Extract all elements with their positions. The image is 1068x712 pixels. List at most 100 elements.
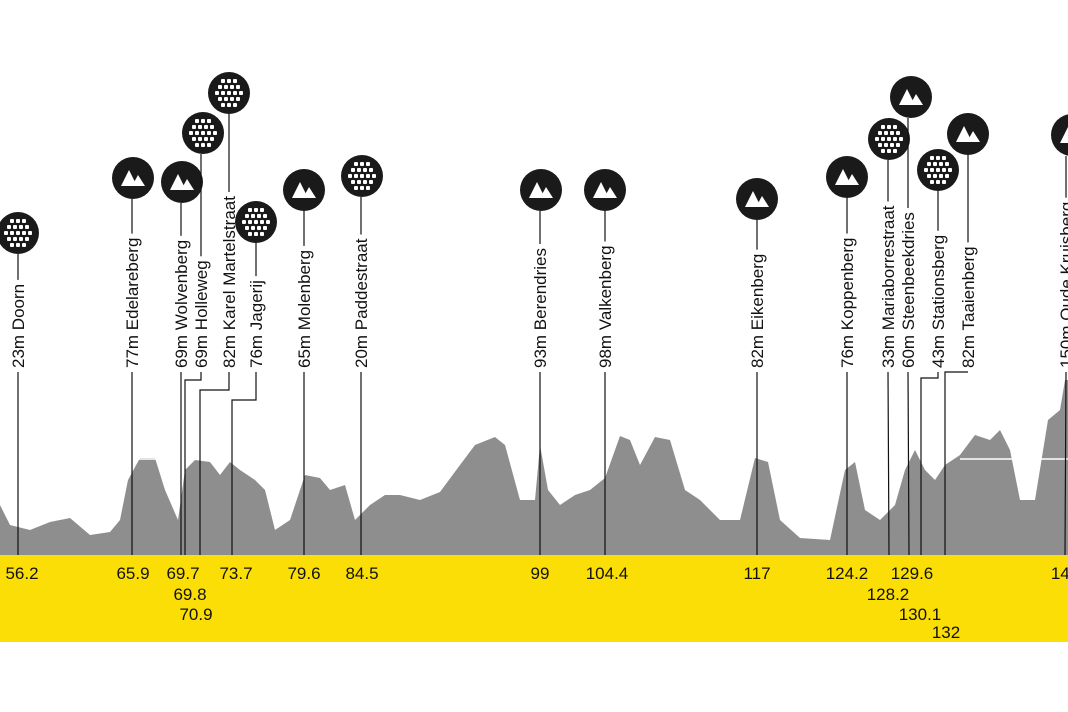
leader-line	[1064, 371, 1067, 556]
icon-glyph	[10, 231, 14, 235]
climb-label: 65m Molenberg	[295, 250, 314, 368]
icon-glyph	[896, 143, 900, 147]
icon-glyph	[354, 174, 358, 178]
icon-glyph	[360, 162, 364, 166]
icon-glyph	[939, 162, 943, 166]
icon-glyph	[233, 91, 237, 95]
icon-glyph	[207, 143, 211, 147]
km-label: 70.9	[179, 605, 212, 624]
km-label: 117	[743, 564, 770, 583]
climb-label: 60m Steenbeekdries	[899, 212, 918, 368]
icon-glyph	[25, 237, 29, 241]
icon-glyph	[372, 174, 376, 178]
sector-icon	[947, 113, 989, 155]
sector-icon	[826, 156, 868, 198]
km-label: 128.2	[867, 585, 910, 604]
km-label: 130.1	[899, 605, 942, 624]
sector-icon	[917, 149, 959, 191]
icon-glyph	[936, 156, 940, 160]
icon-glyph	[1060, 127, 1068, 143]
icon-glyph	[893, 137, 897, 141]
icon-glyph	[132, 175, 145, 186]
icon-glyph	[360, 174, 364, 178]
km-label: 69.8	[173, 585, 206, 604]
icon-glyph	[930, 168, 934, 172]
icon-glyph	[893, 125, 897, 129]
climb-label: 98m Valkenberg	[596, 245, 615, 368]
sector-icon	[182, 112, 224, 154]
km-label: 73.7	[219, 564, 252, 583]
climb-label: 150m Oude Kruisberg	[1057, 202, 1068, 368]
icon-glyph	[956, 126, 972, 142]
icon-glyph	[242, 220, 246, 224]
icon-glyph	[263, 214, 267, 218]
icon-glyph	[369, 180, 373, 184]
climb-label: 76m Jagerij	[247, 280, 266, 368]
icon-glyph	[930, 156, 934, 160]
icon-glyph	[233, 79, 237, 83]
icon-glyph	[263, 226, 267, 230]
icon-glyph	[351, 168, 355, 172]
km-label: 142	[1051, 564, 1068, 583]
sector-icon	[0, 212, 39, 254]
climb-label: 77m Edelareberg	[123, 238, 142, 368]
icon-glyph	[875, 137, 879, 141]
icon-glyph	[348, 174, 352, 178]
icon-glyph	[890, 143, 894, 147]
icon-glyph	[218, 85, 222, 89]
sector-icon	[161, 161, 203, 203]
icon-glyph	[16, 231, 20, 235]
icon-glyph	[251, 226, 255, 230]
icon-glyph	[201, 131, 205, 135]
icon-glyph	[887, 137, 891, 141]
icon-glyph	[28, 231, 32, 235]
icon-glyph	[207, 119, 211, 123]
climb-label: 82m Karel Martelstraat	[220, 196, 239, 368]
icon-glyph	[121, 170, 137, 186]
icon-glyph	[363, 168, 367, 172]
icon-glyph	[248, 220, 252, 224]
icon-glyph	[366, 162, 370, 166]
icon-glyph	[201, 119, 205, 123]
icon-glyph	[930, 180, 934, 184]
icon-glyph	[893, 149, 897, 153]
icon-glyph	[540, 187, 553, 198]
sector-icon	[283, 169, 325, 211]
icon-glyph	[899, 137, 903, 141]
leader-line	[944, 371, 968, 555]
icon-glyph	[227, 103, 231, 107]
icon-glyph	[260, 220, 264, 224]
icon-glyph	[25, 225, 29, 229]
icon-glyph	[198, 125, 202, 129]
icon-glyph	[948, 168, 952, 172]
icon-glyph	[230, 85, 234, 89]
icon-glyph	[354, 186, 358, 190]
climb-label: 43m Stationsberg	[929, 235, 948, 368]
icon-glyph	[245, 214, 249, 218]
icon-glyph	[936, 180, 940, 184]
climb-label: 76m Koppenberg	[838, 238, 857, 368]
icon-glyph	[881, 125, 885, 129]
icon-glyph	[22, 231, 26, 235]
icon-glyph	[756, 196, 769, 207]
icon-glyph	[357, 180, 361, 184]
icon-glyph	[910, 94, 923, 105]
icon-glyph	[936, 168, 940, 172]
icon-glyph	[254, 208, 258, 212]
leader-line	[887, 371, 890, 556]
icon-glyph	[604, 187, 617, 198]
icon-glyph	[881, 137, 885, 141]
icon-glyph	[248, 208, 252, 212]
icon-glyph	[896, 131, 900, 135]
elevation-profile	[0, 380, 1068, 555]
icon-glyph	[745, 191, 761, 207]
icon-glyph	[239, 91, 243, 95]
icon-glyph	[195, 131, 199, 135]
icon-glyph	[933, 162, 937, 166]
icon-glyph	[942, 180, 946, 184]
icon-glyph	[213, 131, 217, 135]
icon-glyph	[942, 156, 946, 160]
leader-line	[231, 372, 257, 555]
sector-icon	[235, 201, 277, 243]
sector-icon	[890, 76, 932, 118]
